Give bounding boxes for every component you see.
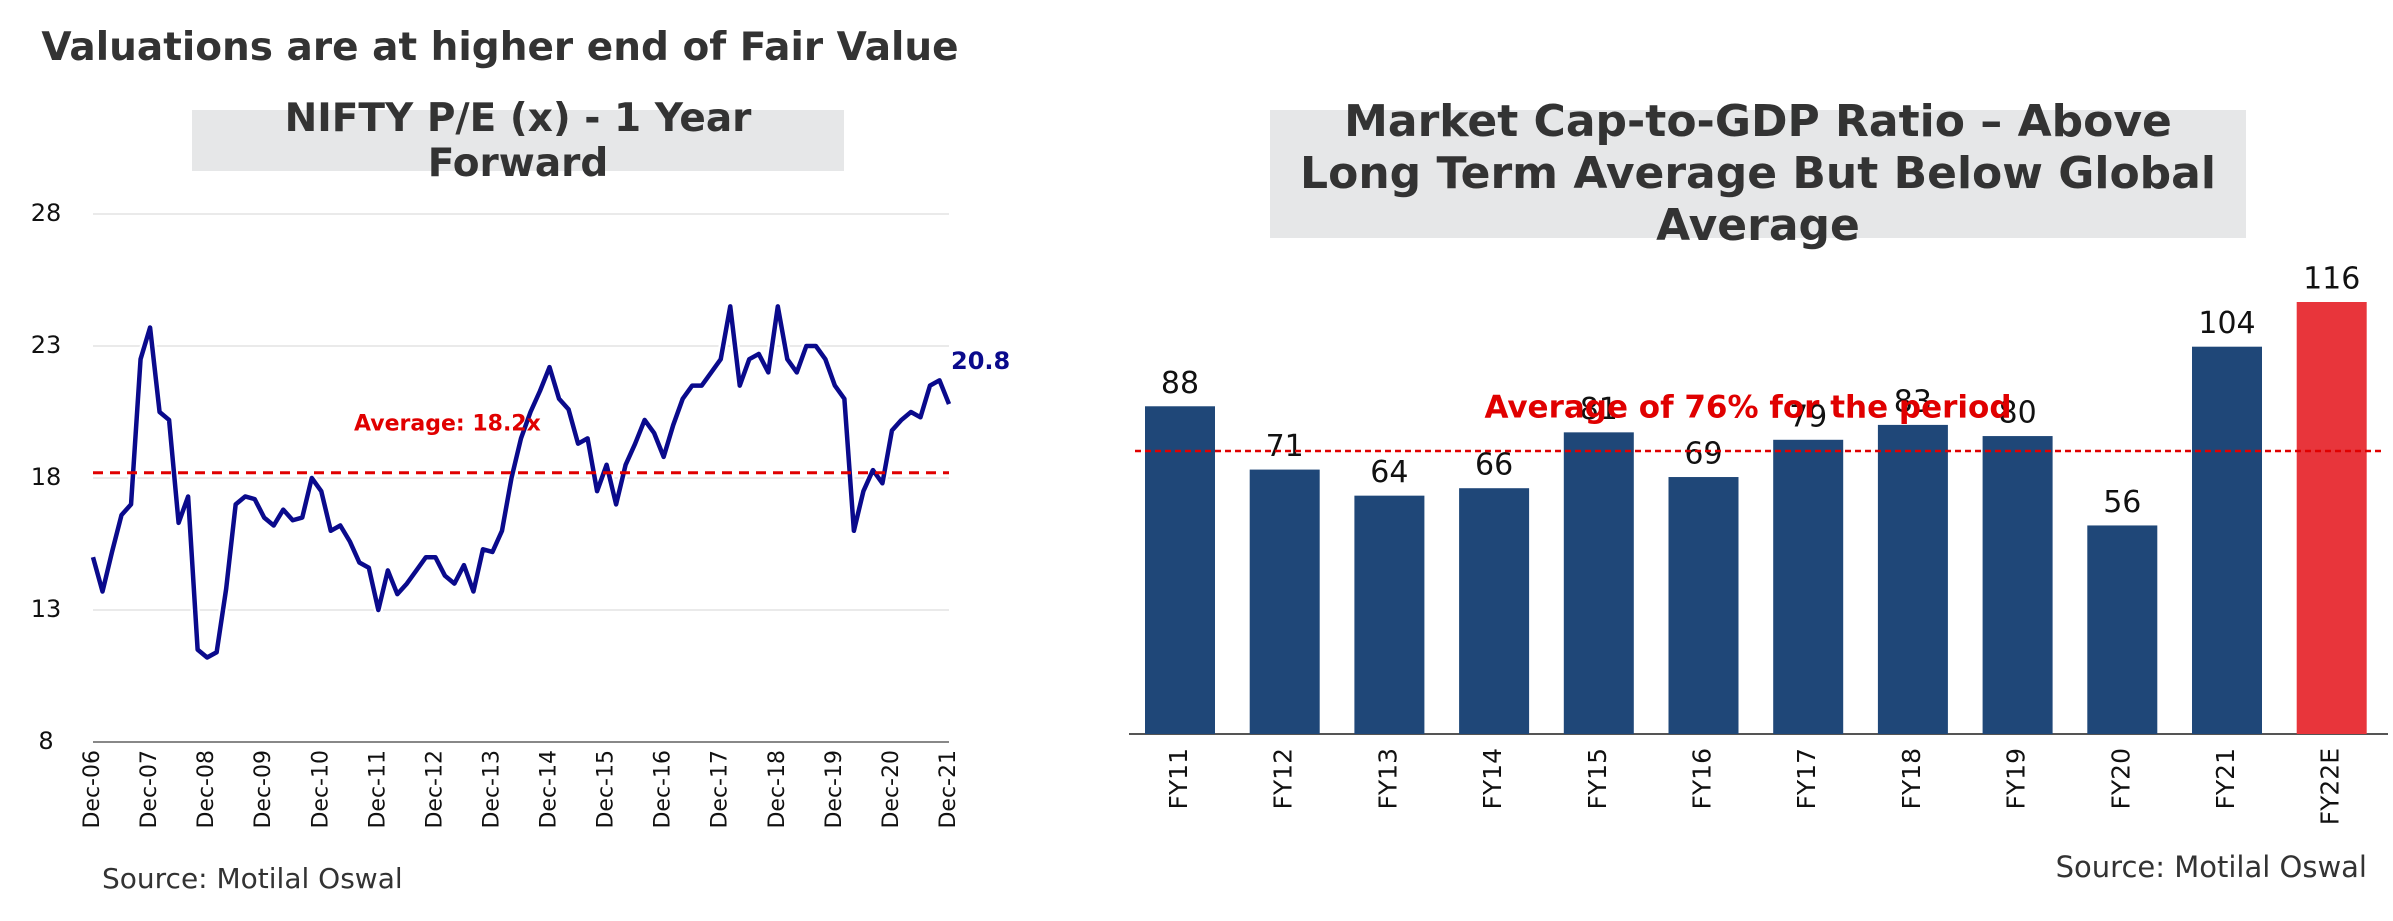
x-tick-label: FY14: [1478, 748, 1507, 809]
x-tick-label: Dec-08: [194, 750, 219, 829]
x-tick-label: Dec-18: [765, 750, 790, 829]
value-label: 71: [1266, 429, 1304, 464]
y-tick-label: 23: [31, 331, 62, 359]
chart-title: NIFTY P/E (x) - 1 Year Forward: [192, 96, 844, 186]
bar: [1877, 424, 1948, 734]
x-tick-label: Dec-07: [137, 750, 162, 829]
y-tick-label: 8: [38, 727, 53, 755]
line-halo: [88, 301, 954, 663]
x-tick-label: Dec-20: [879, 750, 904, 829]
bar: [2296, 302, 2367, 734]
source: Source: Motilal Oswal: [2055, 850, 2367, 884]
value-label: 64: [1370, 455, 1408, 490]
value-label: 116: [2303, 262, 2360, 297]
y-tick-label: 13: [31, 595, 62, 623]
bar: [2087, 525, 2158, 734]
x-tick-label: Dec-11: [365, 750, 390, 829]
line: [90, 304, 952, 660]
bar: [1354, 495, 1425, 734]
x-tick-label: Dec-21: [936, 750, 961, 829]
value-label: 56: [2103, 485, 2141, 520]
x-tick-label: Dec-19: [822, 750, 847, 829]
y-tick-label: 28: [31, 199, 62, 227]
x-tick-label: Dec-15: [594, 750, 619, 829]
x-tick-label: Dec-10: [308, 750, 333, 829]
x-tick-label: FY21: [2211, 748, 2240, 809]
x-tick-label: FY17: [1792, 748, 1821, 809]
value-label: 104: [2198, 306, 2255, 341]
value-label: 81: [1580, 392, 1618, 427]
x-tick-label: FY19: [2002, 748, 2031, 809]
chart-title: Market Cap-to-GDP Ratio – Above Long Ter…: [1270, 96, 2246, 251]
average-label: Average of 76% for the period: [1484, 389, 2011, 425]
average-label: Average: 18.2x: [354, 412, 541, 437]
source: Source: Motilal Oswal: [102, 862, 403, 895]
bar: [1145, 406, 1215, 734]
x-tick-label: Dec-16: [651, 750, 676, 829]
bar: [1459, 488, 1530, 734]
bar: [1563, 432, 1634, 734]
value-label: 20.8: [951, 347, 1010, 375]
x-tick-label: FY18: [1897, 748, 1926, 809]
y-tick-label: 18: [31, 463, 62, 491]
heading: Valuations are at higher end of Fair Val…: [41, 25, 959, 70]
x-tick-label: Dec-09: [251, 750, 276, 829]
bar: [1982, 436, 2053, 734]
x-tick-label: FY11: [1164, 748, 1193, 809]
x-tick-label: FY15: [1583, 748, 1612, 809]
value-label: 80: [1999, 396, 2037, 431]
x-tick-label: Dec-14: [537, 750, 562, 829]
value-label: 83: [1894, 384, 1932, 419]
x-tick-label: FY13: [1373, 748, 1402, 809]
x-tick-label: Dec-12: [422, 750, 447, 829]
bar: [2192, 346, 2262, 734]
value-label: 79: [1789, 399, 1827, 434]
x-tick-label: FY16: [1688, 748, 1717, 809]
x-tick-label: Dec-06: [80, 750, 105, 829]
bar: [1249, 469, 1320, 734]
value-label: 88: [1161, 366, 1199, 401]
x-tick-label: FY12: [1269, 748, 1298, 809]
bar: [1668, 477, 1739, 734]
x-tick-label: Dec-13: [479, 750, 504, 829]
x-tick-label: FY22E: [2316, 748, 2345, 825]
bar: [1773, 439, 1844, 734]
x-tick-label: FY20: [2106, 748, 2135, 809]
value-label: 69: [1684, 437, 1722, 472]
x-tick-label: Dec-17: [708, 750, 733, 829]
value-label: 66: [1475, 448, 1513, 483]
